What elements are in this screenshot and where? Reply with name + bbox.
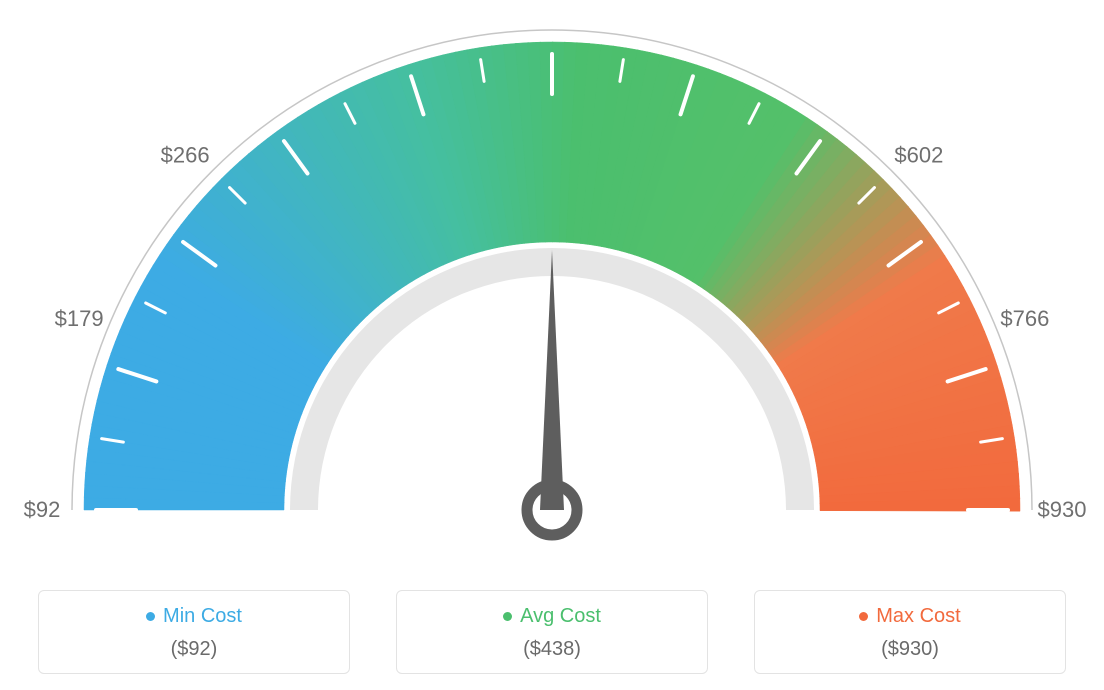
- legend-dot-min: [146, 612, 155, 621]
- legend-value-max: ($930): [755, 638, 1065, 661]
- legend-card-avg: Avg Cost ($438): [396, 590, 708, 674]
- gauge-chart: $92 $179 $266 $438 $602 $766 $930: [0, 10, 1104, 575]
- gauge-tick-label: $179: [55, 306, 104, 331]
- gauge-tick-label: $266: [161, 143, 210, 168]
- legend-label-max: Max Cost: [876, 605, 960, 628]
- legend-value-avg: ($438): [397, 638, 707, 661]
- gauge-tick-label: $766: [1000, 306, 1049, 331]
- legend-value-min: ($92): [39, 638, 349, 661]
- legend-label-min: Min Cost: [163, 605, 242, 628]
- legend-row: Min Cost ($92) Avg Cost ($438) Max Cost …: [0, 590, 1104, 674]
- legend-label-avg: Avg Cost: [520, 605, 601, 628]
- gauge-needle: [540, 250, 564, 510]
- gauge-tick-label: $438: [528, 10, 577, 12]
- legend-dot-max: [859, 612, 868, 621]
- legend-card-max: Max Cost ($930): [754, 590, 1066, 674]
- gauge-tick-label: $602: [894, 143, 943, 168]
- legend-card-min: Min Cost ($92): [38, 590, 350, 674]
- legend-dot-avg: [503, 612, 512, 621]
- gauge-tick-label: $92: [24, 497, 61, 522]
- gauge-tick-label: $930: [1038, 497, 1087, 522]
